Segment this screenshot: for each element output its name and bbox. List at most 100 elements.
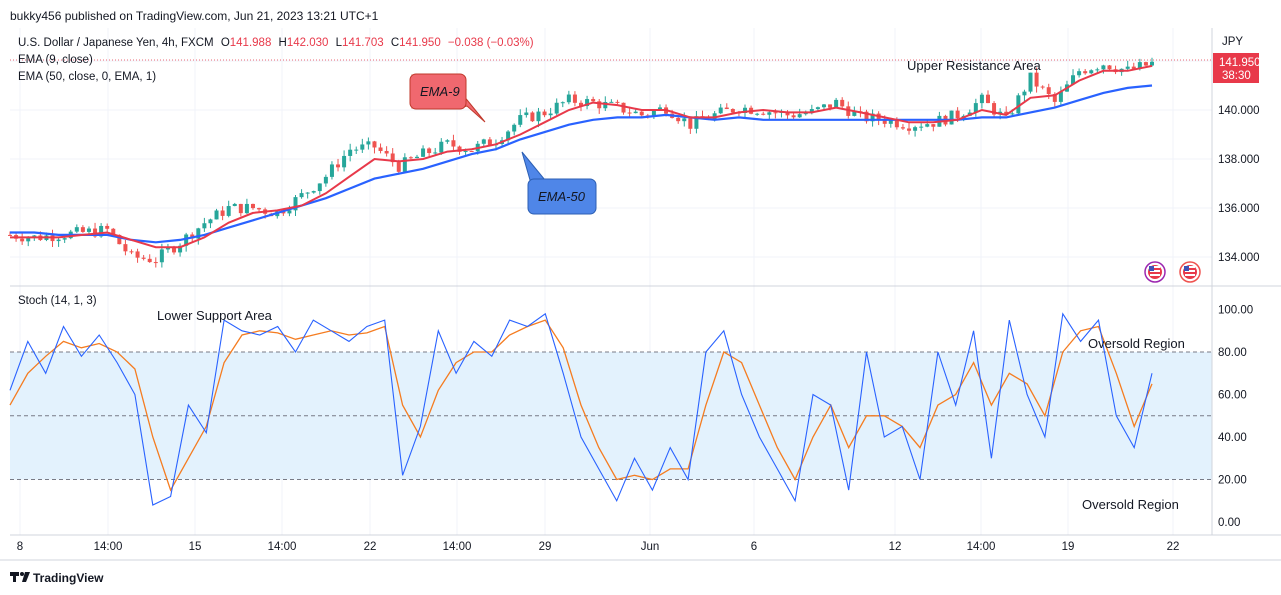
candle [226,200,231,218]
candle [336,158,341,172]
time-tick-label: Jun [641,541,660,553]
candle [402,153,407,173]
candle [1077,68,1082,78]
candle [257,207,262,212]
upper-resistance-label: Upper Resistance Area [907,58,1041,73]
legend-ema9[interactable]: EMA (9, close) [18,54,93,66]
candle [1107,64,1112,71]
candle [305,192,310,199]
candle [1125,60,1130,72]
candle [250,203,255,210]
candle [615,99,620,105]
oversold-region-label: Oversold Region [1082,497,1179,512]
candle [184,232,189,252]
legend-stoch[interactable]: Stoch (14, 1, 3) [18,295,97,307]
countdown: 38:30 [1222,70,1251,82]
us-flag-icon[interactable] [1144,261,1166,283]
time-tick-label: 6 [751,541,757,553]
candle [378,143,383,154]
ema9-callout: EMA-9 [409,73,486,123]
candle [609,99,614,103]
candle [129,249,134,255]
candle [542,109,547,118]
candle [1040,85,1045,90]
ema9-callout-label: EMA-9 [420,84,460,99]
candle [421,145,426,158]
candle [572,91,577,107]
time-tick-label: 29 [539,541,552,553]
legend-ema50[interactable]: EMA (50, close, 0, EMA, 1) [18,71,156,83]
time-tick-label: 14:00 [94,541,123,553]
candle [973,98,978,117]
candle [342,150,347,172]
candle [329,161,334,180]
time-tick-label: 15 [189,541,202,553]
candle [821,103,826,110]
stoch-tick-label: 80.00 [1218,347,1247,359]
candle [694,110,699,134]
stoch-tick-label: 40.00 [1218,432,1247,444]
candle [840,97,845,110]
candle [566,90,571,105]
candle [323,174,328,187]
lower-support-label: Lower Support Area [157,308,273,323]
candle [244,198,249,215]
legend-symbol-line: U.S. Dollar / Japanese Yen, 4h, FXCM O14… [18,37,534,49]
candle [165,243,170,253]
candle [469,150,474,153]
stoch-tick-label: 0.00 [1218,517,1240,529]
price-tick-label: 134.000 [1218,252,1260,264]
candle [408,156,413,160]
tradingview-brand[interactable]: TradingView [33,571,104,585]
candle [1150,57,1154,67]
candle [202,217,207,232]
ema9-line [10,64,1153,249]
candle [1028,72,1033,94]
time-tick-label: 14:00 [967,541,996,553]
price-tick-label: 136.000 [1218,203,1260,215]
time-tick-label: 14:00 [268,541,297,553]
time-tick-label: 8 [17,541,23,553]
candle [585,95,590,110]
candle [232,202,237,207]
candle [74,224,79,234]
candle [214,208,219,220]
ema50-line [10,84,1153,244]
candle [147,254,152,263]
candle [718,103,723,115]
candle [56,236,61,247]
candle [518,109,523,128]
candle [20,233,25,245]
candle [208,218,213,229]
price-axis-currency: JPY [1222,36,1243,48]
candle [621,102,626,115]
candle [913,125,918,137]
stoch-tick-label: 20.00 [1218,475,1247,487]
time-ticks: 8 14:00 15 14:00 22 14:00 29 Jun 6 12 14:00 19 22 [17,541,1180,553]
candle [153,257,158,268]
candle [512,123,517,136]
price-ticks: 140.000 138.000 136.000 134.000 [1218,105,1260,264]
tradingview-logo[interactable] [10,572,30,582]
overbought-region-label: Oversold Region [1088,336,1185,351]
candle [433,147,438,155]
candle [554,98,559,116]
candle [299,189,304,199]
candle [481,138,486,147]
stoch-band [10,352,1212,480]
candle [348,143,353,162]
candle [390,148,395,167]
candle [317,183,322,195]
time-tick-label: 12 [889,541,902,553]
candle [123,239,128,256]
ema50-callout: EMA-50 [521,151,597,215]
candle [1089,69,1094,75]
candle [86,226,91,235]
stoch-levels [10,351,1212,480]
candle [597,98,602,114]
candle [931,124,936,132]
candle [548,107,553,119]
stoch-tick-label: 60.00 [1218,390,1247,402]
us-flag-icon[interactable] [1179,261,1201,283]
legend-h-label: H [279,37,287,49]
